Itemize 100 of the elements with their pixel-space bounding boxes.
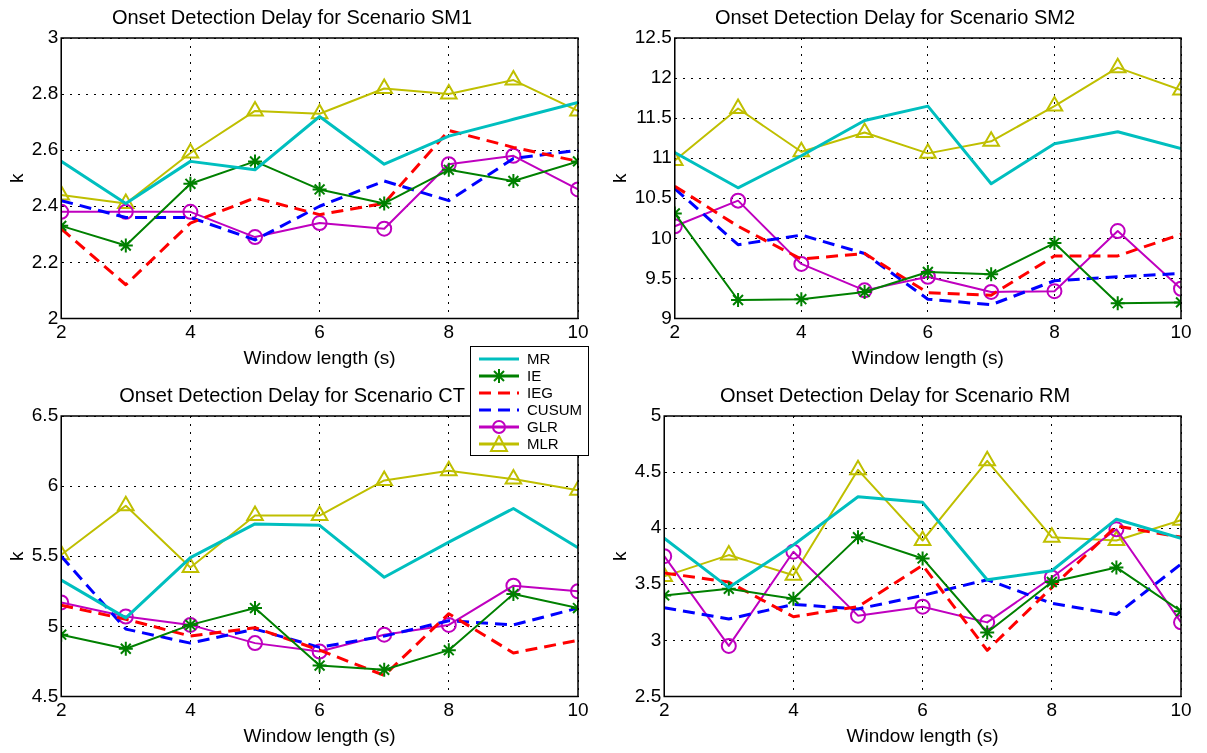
point <box>505 173 522 189</box>
point <box>247 600 264 617</box>
x-axis-title: Window length (s) <box>243 724 396 746</box>
y-tick-label: 2.2 <box>31 250 59 272</box>
x-tick-label: 6 <box>917 699 928 721</box>
legend-label: GLR <box>527 418 558 435</box>
y-tick-label: 3 <box>650 628 662 650</box>
y-axis-title: k <box>608 550 630 561</box>
point <box>983 266 1000 283</box>
point <box>440 460 458 477</box>
point <box>505 577 522 594</box>
x-tick-label: 4 <box>796 321 808 343</box>
y-tick-label: 10 <box>650 226 672 248</box>
point <box>979 614 996 631</box>
point <box>440 161 457 178</box>
point <box>720 637 737 654</box>
x-tick-label: 8 <box>443 321 455 343</box>
point <box>978 450 996 467</box>
y-tick-label: 3 <box>47 26 59 48</box>
point <box>784 565 803 581</box>
point <box>504 469 523 485</box>
point <box>311 657 328 674</box>
point <box>505 586 522 603</box>
point <box>440 84 458 100</box>
legend-label: IE <box>527 367 542 384</box>
point <box>182 203 199 220</box>
point <box>440 616 457 633</box>
x-tick-label: 6 <box>922 321 934 343</box>
x-axis-title: Window length (s) <box>851 346 1004 368</box>
point <box>117 203 134 220</box>
y-tick-label: 10.5 <box>634 186 672 208</box>
point <box>1043 574 1060 590</box>
point <box>247 229 264 246</box>
point <box>117 640 134 657</box>
point <box>792 141 811 158</box>
x-tick-label: 4 <box>185 321 197 343</box>
y-tick-label: 12.5 <box>634 26 672 48</box>
point <box>720 580 737 597</box>
x-tick-label: 6 <box>314 699 325 721</box>
y-tick-label: 4.5 <box>634 460 662 482</box>
point <box>310 505 329 522</box>
point <box>919 143 937 159</box>
x-tick-label: 4 <box>788 699 800 721</box>
y-tick-label: 5 <box>650 404 662 426</box>
point <box>730 192 747 209</box>
point <box>793 291 810 308</box>
y-tick-label: 2.8 <box>31 82 59 104</box>
y-tick-label: 11 <box>652 146 672 168</box>
x-tick-label: 10 <box>1170 699 1192 721</box>
point <box>1107 530 1126 546</box>
point <box>850 607 867 624</box>
x-tick-label: 8 <box>443 699 455 721</box>
point <box>247 635 264 652</box>
legend-label: IEG <box>527 384 553 401</box>
y-tick-label: 11.5 <box>636 106 672 128</box>
point <box>117 608 134 625</box>
point <box>1045 96 1064 112</box>
point <box>914 598 931 615</box>
chart-title: Onset Detection Delay for Scenario SM1 <box>111 5 473 28</box>
x-tick-label: 10 <box>567 321 589 343</box>
y-tick-label: 5.5 <box>31 544 59 566</box>
point <box>982 131 1000 147</box>
x-axis-title: Window length (s) <box>846 724 999 746</box>
point <box>785 590 802 607</box>
point <box>375 78 393 94</box>
y-axis-title: k <box>5 172 27 183</box>
point <box>1109 223 1126 240</box>
point <box>1046 283 1063 300</box>
point <box>505 147 522 164</box>
point <box>504 70 523 86</box>
y-axis-title: k <box>5 550 27 561</box>
point <box>1046 235 1063 252</box>
y-tick-label: 5 <box>47 614 59 636</box>
point <box>850 529 867 546</box>
point <box>729 98 747 114</box>
point <box>913 530 932 546</box>
point <box>983 283 1000 300</box>
point <box>1043 527 1061 543</box>
point <box>375 470 393 486</box>
point <box>979 624 996 641</box>
point <box>117 237 134 254</box>
point <box>440 642 457 659</box>
point <box>720 545 738 561</box>
chart-title: Onset Detection Delay for Scenario RM <box>719 383 1071 406</box>
point <box>1108 559 1125 576</box>
point <box>1109 295 1126 312</box>
point <box>246 505 264 522</box>
point <box>246 100 264 117</box>
x-axis-title: Window length (s) <box>243 346 396 368</box>
point <box>181 557 200 573</box>
point <box>311 181 328 198</box>
y-tick-label: 12 <box>650 66 672 88</box>
point <box>785 543 802 560</box>
point <box>849 459 867 476</box>
x-tick-label: 6 <box>314 321 325 343</box>
point <box>117 495 135 512</box>
point <box>311 215 328 232</box>
point <box>376 626 393 643</box>
point <box>855 122 874 139</box>
point <box>730 291 747 308</box>
